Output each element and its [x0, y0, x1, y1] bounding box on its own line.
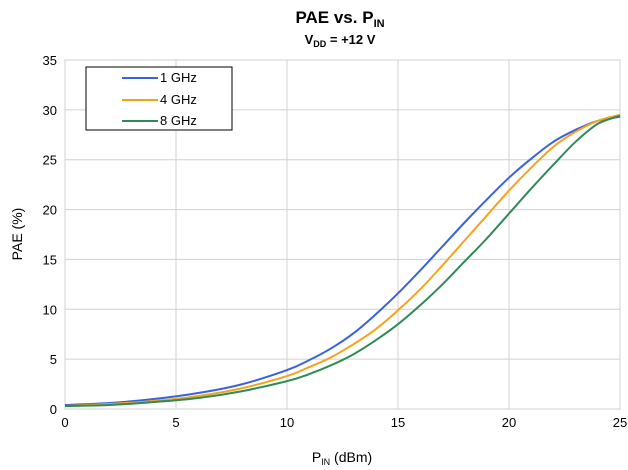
y-tick-label: 15 — [43, 252, 57, 267]
y-axis-label: PAE (%) — [9, 208, 25, 261]
x-tick-label: 10 — [280, 415, 294, 430]
x-axis-ticks: 0 5 10 15 20 25 — [61, 415, 627, 430]
y-tick-label: 5 — [50, 352, 57, 367]
legend: 1 GHz 4 GHz 8 GHz — [85, 66, 233, 131]
x-tick-label: 15 — [391, 415, 405, 430]
series-line-4ghz — [64, 113, 621, 407]
x-tick-label: 20 — [502, 415, 516, 430]
y-tick-label: 25 — [43, 153, 57, 168]
chart-title: PAE vs. PIN — [295, 8, 384, 30]
series-line-1ghz — [64, 115, 621, 406]
chart-subtitle: VDD = +12 V — [305, 32, 376, 49]
y-axis-ticks: 0 5 10 15 20 25 30 35 — [43, 53, 57, 417]
y-tick-label: 0 — [50, 402, 57, 417]
y-tick-label: 35 — [43, 53, 57, 68]
legend-box — [85, 66, 233, 131]
x-tick-label: 5 — [172, 415, 179, 430]
y-tick-label: 20 — [43, 203, 57, 218]
x-axis-label: PIN (dBm) — [312, 449, 372, 467]
legend-label-8ghz: 8 GHz — [160, 113, 197, 128]
y-tick-label: 10 — [43, 302, 57, 317]
series-lines — [64, 113, 621, 407]
y-tick-label: 30 — [43, 103, 57, 118]
x-tick-label: 0 — [61, 415, 68, 430]
x-tick-label: 25 — [613, 415, 627, 430]
series-line-8ghz — [64, 114, 621, 407]
legend-label-1ghz: 1 GHz — [160, 70, 197, 85]
legend-label-4ghz: 4 GHz — [160, 92, 197, 107]
